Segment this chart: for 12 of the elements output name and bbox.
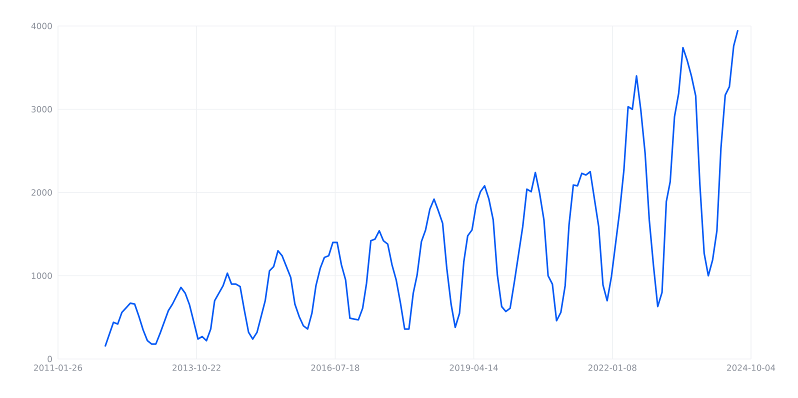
y-tick-label: 2000	[32, 189, 52, 196]
x-tick-label: 2011-01-26	[34, 364, 82, 371]
y-tick-label: 4000	[31, 22, 52, 30]
y-tick-label: 1000	[32, 272, 52, 279]
x-tick-label: 2024-10-04	[727, 364, 776, 371]
x-tick-label: 2013-10-22	[172, 364, 220, 371]
x-tick-label: 2016-07-18	[311, 364, 360, 371]
line-series	[104, 29, 739, 348]
y-tick-label: 3000	[32, 106, 52, 112]
x-tick-label: 2019-04-14	[450, 364, 498, 371]
x-tick-label: 2022-01-08	[588, 364, 636, 371]
y-tick-label: 0	[48, 356, 52, 362]
